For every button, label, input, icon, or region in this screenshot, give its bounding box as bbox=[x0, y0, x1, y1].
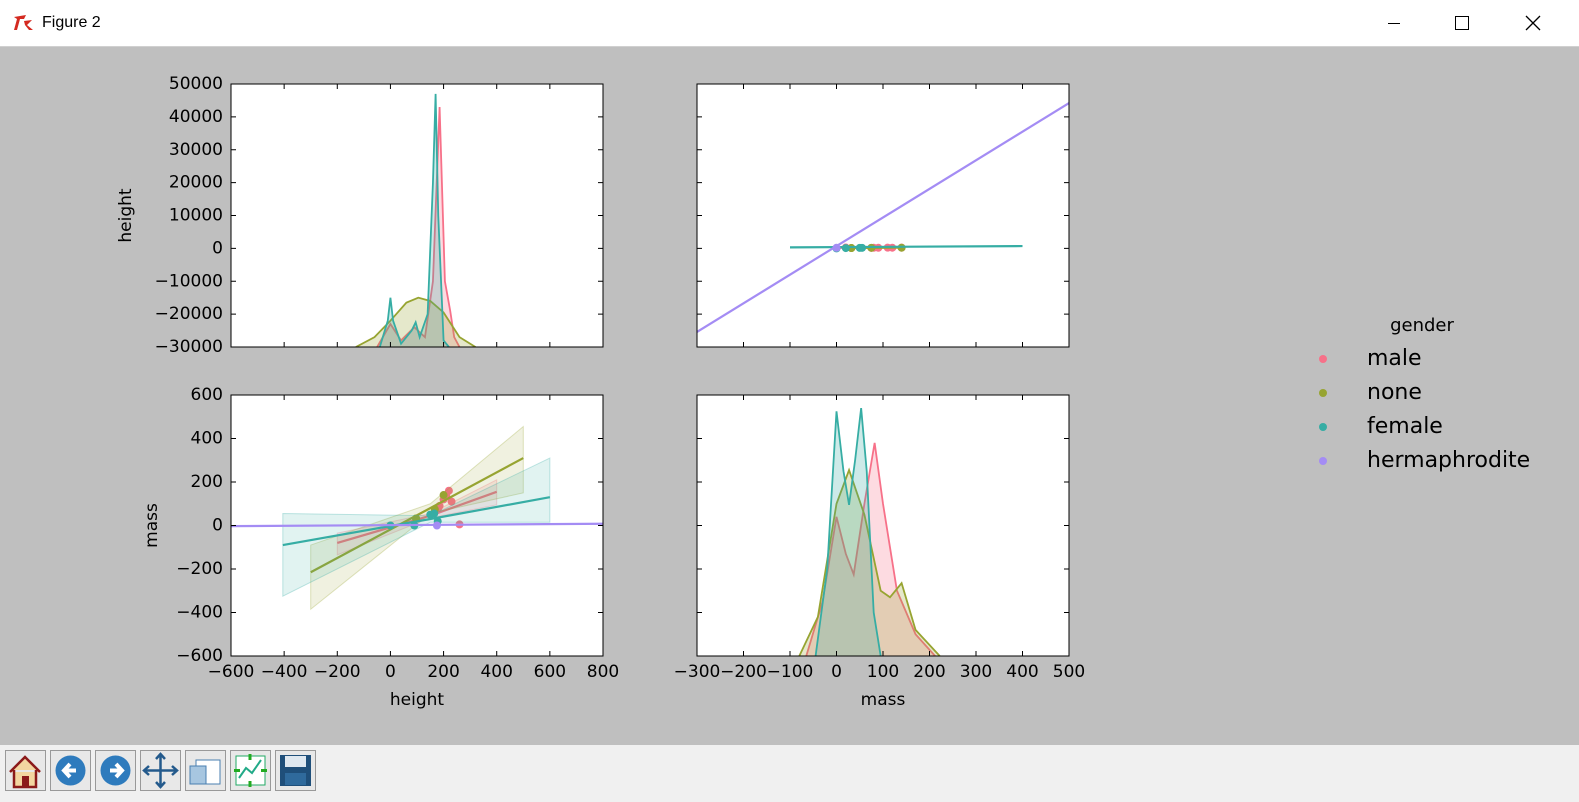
x-tick-label: −600 bbox=[208, 662, 255, 682]
kde-line bbox=[355, 296, 476, 347]
legend-label: hermaphrodite bbox=[1367, 448, 1530, 473]
plot-content bbox=[798, 407, 941, 656]
x-tick-label: 300 bbox=[960, 662, 992, 682]
forward-button[interactable] bbox=[95, 750, 136, 791]
y-axis-label: mass bbox=[142, 503, 162, 548]
y-tick-label: −20000 bbox=[155, 304, 223, 324]
y-tick-label: −600 bbox=[176, 646, 223, 666]
x-tick-label: 200 bbox=[913, 662, 945, 682]
regression-line bbox=[282, 496, 551, 547]
regression-line bbox=[310, 457, 524, 574]
kde-area bbox=[379, 93, 449, 347]
regression-line bbox=[697, 102, 1069, 333]
series bbox=[310, 425, 524, 611]
legend-label: female bbox=[1367, 414, 1443, 439]
y-tick-label: −400 bbox=[176, 603, 223, 623]
series bbox=[814, 407, 882, 656]
subplot: −30000 −20000 −10000 0 10000 20000 30000 40000 5… bbox=[116, 74, 604, 357]
x-tick-label: −300 bbox=[674, 662, 721, 682]
plot-content bbox=[697, 102, 1069, 333]
save-button[interactable] bbox=[275, 750, 316, 791]
y-tick-label: −30000 bbox=[155, 337, 223, 357]
y-axis-label: height bbox=[116, 188, 136, 243]
x-axis-label: height bbox=[390, 690, 445, 710]
kde-area bbox=[377, 107, 460, 347]
kde-area bbox=[815, 408, 881, 656]
pan-button[interactable] bbox=[140, 750, 181, 791]
legend-marker bbox=[1319, 355, 1327, 363]
x-axis-label: mass bbox=[861, 690, 906, 710]
title-bar bbox=[0, 0, 1579, 47]
y-tick-label: 0 bbox=[212, 238, 223, 258]
y-tick-label: 40000 bbox=[169, 107, 223, 127]
x-tick-label: 400 bbox=[1006, 662, 1038, 682]
plot-area bbox=[231, 84, 603, 347]
zoom-button[interactable] bbox=[185, 750, 226, 791]
plot-area bbox=[697, 84, 1069, 347]
y-tick-label: −10000 bbox=[155, 271, 223, 291]
close-button[interactable] bbox=[1500, 0, 1579, 46]
subplot: −600 −400 −200 0 200 400 600 800 −600 −400 −200 0 20… bbox=[142, 385, 619, 710]
legend: gender male none female hermaphrodite bbox=[1319, 315, 1530, 473]
plot-area bbox=[697, 395, 1069, 656]
y-tick-label: 10000 bbox=[169, 206, 223, 226]
x-tick-label: 800 bbox=[587, 662, 619, 682]
regression-line bbox=[231, 522, 603, 528]
kde-line bbox=[805, 442, 936, 656]
subplot bbox=[696, 83, 1070, 348]
series bbox=[697, 102, 1069, 333]
plot-content bbox=[231, 425, 603, 611]
x-tick-label: 100 bbox=[867, 662, 899, 682]
y-tick-label: 400 bbox=[191, 429, 223, 449]
x-tick-label: 200 bbox=[427, 662, 459, 682]
legend-marker bbox=[1319, 457, 1327, 465]
kde-line bbox=[814, 407, 882, 656]
x-tick-label: −200 bbox=[720, 662, 767, 682]
x-tick-label: 0 bbox=[831, 662, 842, 682]
x-tick-label: 400 bbox=[480, 662, 512, 682]
back-button[interactable] bbox=[50, 750, 91, 791]
series bbox=[378, 93, 450, 347]
window-title: Figure 2 bbox=[42, 14, 101, 31]
kde-line bbox=[378, 93, 450, 347]
scatter-point bbox=[444, 486, 453, 495]
scatter-point bbox=[439, 491, 448, 500]
scatter-point bbox=[430, 509, 439, 518]
series bbox=[231, 521, 603, 530]
y-tick-label: 30000 bbox=[169, 140, 223, 160]
legend-label: male bbox=[1367, 346, 1422, 371]
y-tick-label: 20000 bbox=[169, 173, 223, 193]
legend-marker bbox=[1319, 389, 1327, 397]
legend-label: none bbox=[1367, 380, 1422, 405]
x-tick-label: −100 bbox=[767, 662, 814, 682]
legend-marker bbox=[1319, 423, 1327, 431]
y-tick-label: −200 bbox=[176, 559, 223, 579]
legend-title: gender bbox=[1390, 315, 1454, 336]
x-tick-label: −200 bbox=[314, 662, 361, 682]
app-icon bbox=[14, 15, 33, 30]
regression-line bbox=[789, 244, 1023, 249]
minimize-button[interactable] bbox=[1370, 0, 1430, 46]
plot-content bbox=[355, 93, 476, 347]
x-tick-label: 0 bbox=[385, 662, 396, 682]
maximize-button[interactable] bbox=[1432, 0, 1492, 46]
y-tick-label: 0 bbox=[212, 516, 223, 536]
x-tick-label: 600 bbox=[534, 662, 566, 682]
y-tick-label: 50000 bbox=[169, 74, 223, 94]
series bbox=[282, 457, 551, 598]
configure-button[interactable] bbox=[230, 750, 271, 791]
home-button[interactable] bbox=[5, 750, 46, 791]
x-tick-label: −400 bbox=[261, 662, 308, 682]
scatter-point bbox=[447, 497, 456, 506]
y-tick-label: 200 bbox=[191, 472, 223, 492]
subplot: −300 −200 −100 0 100 200 300 400 500 mass bbox=[674, 394, 1085, 710]
x-tick-label: 500 bbox=[1053, 662, 1085, 682]
y-tick-label: 600 bbox=[191, 385, 223, 405]
